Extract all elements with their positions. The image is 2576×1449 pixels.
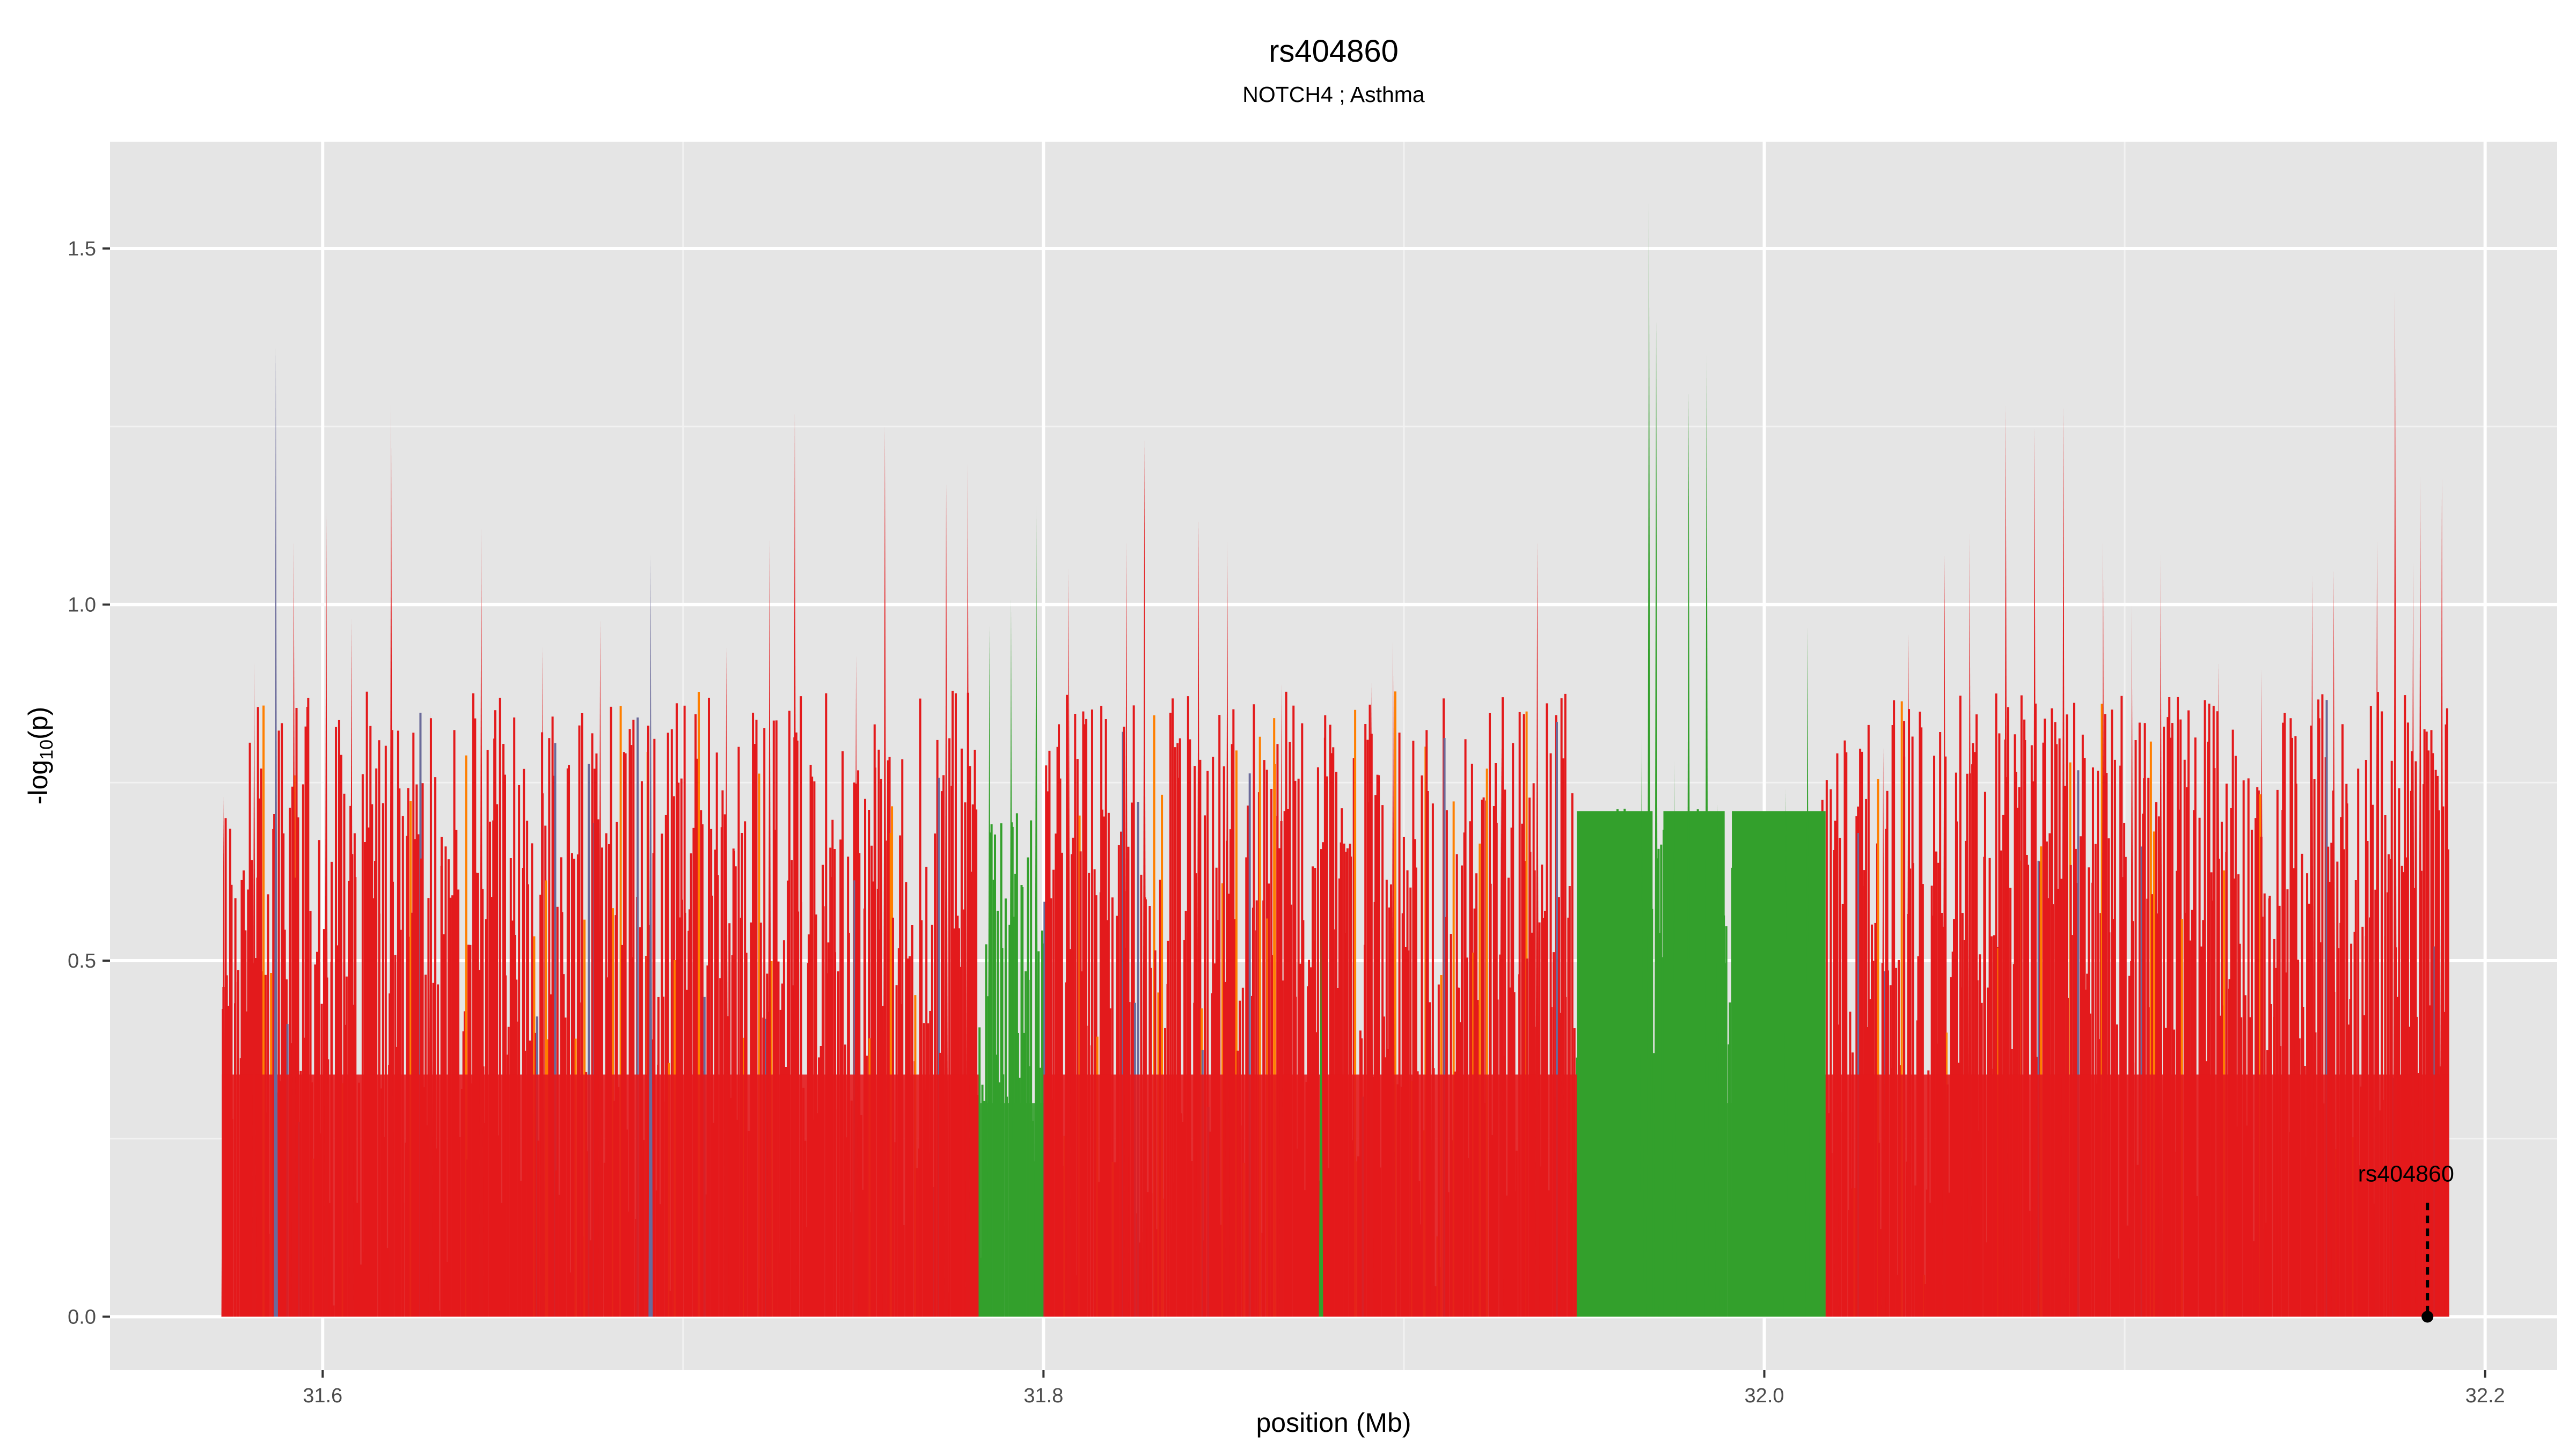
peak-line	[882, 426, 887, 1317]
y-tick-label: 1.0	[68, 594, 96, 617]
peak-line	[1430, 811, 1435, 1317]
peak-line	[1942, 554, 1947, 1317]
peak-line	[2331, 569, 2336, 1317]
x-tick-label: 31.6	[303, 1385, 342, 1407]
y-axis-title-subscript: 10	[36, 740, 57, 760]
peak-line	[221, 796, 226, 1317]
peak-line	[2392, 291, 2397, 1317]
peak-line	[540, 647, 545, 1317]
peak-line	[2375, 540, 2380, 1317]
peak-line	[1535, 540, 1540, 1317]
peak-line	[1034, 504, 1038, 1317]
peak-line	[1805, 626, 1810, 1317]
peak-line	[1391, 640, 1395, 1317]
peak-line	[1008, 597, 1013, 1317]
peak-line	[1369, 683, 1374, 1317]
peak-line	[2032, 426, 2037, 1317]
x-tick-label: 31.8	[1023, 1385, 1063, 1407]
peak-line	[2310, 576, 2315, 1317]
peak-line	[792, 412, 797, 1317]
peak-line	[252, 661, 257, 1317]
peak-line	[987, 626, 992, 1317]
peak-line	[1124, 540, 1129, 1317]
peak-line	[1646, 199, 1651, 1317]
peak-line	[1881, 747, 1886, 1317]
region-fill	[1043, 1074, 1577, 1317]
data-spikes	[222, 691, 2449, 1317]
peak-line	[2259, 668, 2264, 1317]
peak-line	[1686, 391, 1691, 1317]
y-tick-label: 0.0	[68, 1306, 96, 1328]
peak-line	[479, 526, 484, 1317]
peak-line	[2061, 405, 2066, 1317]
y-tick-label: 0.5	[68, 950, 96, 972]
peak-line	[1834, 775, 1839, 1317]
peak-lines	[221, 199, 2445, 1317]
peak-line	[291, 540, 296, 1317]
peak-line	[1783, 789, 1788, 1317]
y-axis-title: -log10(p)	[23, 707, 57, 804]
peak-line	[854, 654, 859, 1317]
peak-line	[944, 483, 949, 1317]
peak-line	[1066, 569, 1071, 1317]
annotation: rs404860	[2358, 1161, 2454, 1323]
peak-line	[1672, 761, 1677, 1317]
peak-line	[428, 711, 433, 1317]
peak-line	[767, 540, 772, 1317]
green-plateau	[1732, 811, 1826, 1317]
peak-line	[2440, 476, 2445, 1317]
axes: 31.6 31.8 32.0 32.2 0.0 0.5 1.0 1.5	[68, 238, 2505, 1407]
peak-line	[2216, 661, 2221, 1317]
peak-line	[2411, 561, 2416, 1317]
peak-line	[1499, 747, 1504, 1317]
peak-line	[1225, 540, 1230, 1317]
peak-line	[1906, 633, 1911, 1317]
peak-line	[349, 619, 354, 1317]
peak-line	[965, 462, 970, 1317]
peak-line	[2129, 604, 2134, 1317]
chart-title: rs404860	[1269, 34, 1399, 69]
peak-line	[1279, 683, 1284, 1317]
annotation-point	[2421, 1311, 2434, 1323]
peak-line	[2418, 476, 2423, 1317]
x-tick-label: 32.2	[2465, 1385, 2505, 1407]
peak-line	[1640, 733, 1644, 1317]
y-axis-title-suffix: (p)	[23, 707, 53, 740]
peak-line	[389, 405, 393, 1317]
peak-line	[724, 647, 729, 1317]
peak-line	[598, 619, 603, 1317]
peak-line	[1704, 355, 1709, 1317]
x-tick-label: 32.0	[1745, 1385, 1784, 1407]
peak-line	[1142, 441, 1147, 1317]
annotation-label: rs404860	[2358, 1161, 2454, 1187]
peak-line	[648, 554, 653, 1317]
green-plateaus	[1577, 811, 1826, 1317]
peak-line	[1967, 533, 1972, 1317]
y-tick-label: 1.5	[68, 238, 96, 260]
peak-line	[1319, 875, 1323, 1317]
peak-line	[2003, 405, 2008, 1317]
peak-line	[2101, 540, 2105, 1317]
region-fill	[1821, 1074, 2449, 1317]
peak-line	[273, 348, 278, 1317]
peak-line	[1715, 804, 1720, 1317]
peak-line	[2158, 554, 2163, 1317]
chart-subtitle: NOTCH4 ; Asthma	[1242, 82, 1425, 107]
peak-line	[1560, 789, 1565, 1317]
y-axis-title-prefix: -log	[23, 760, 53, 804]
peak-line	[1654, 319, 1659, 1317]
peak-line	[324, 504, 328, 1317]
x-axis-title: position (Mb)	[1256, 1408, 1411, 1438]
peak-line	[1196, 519, 1201, 1317]
